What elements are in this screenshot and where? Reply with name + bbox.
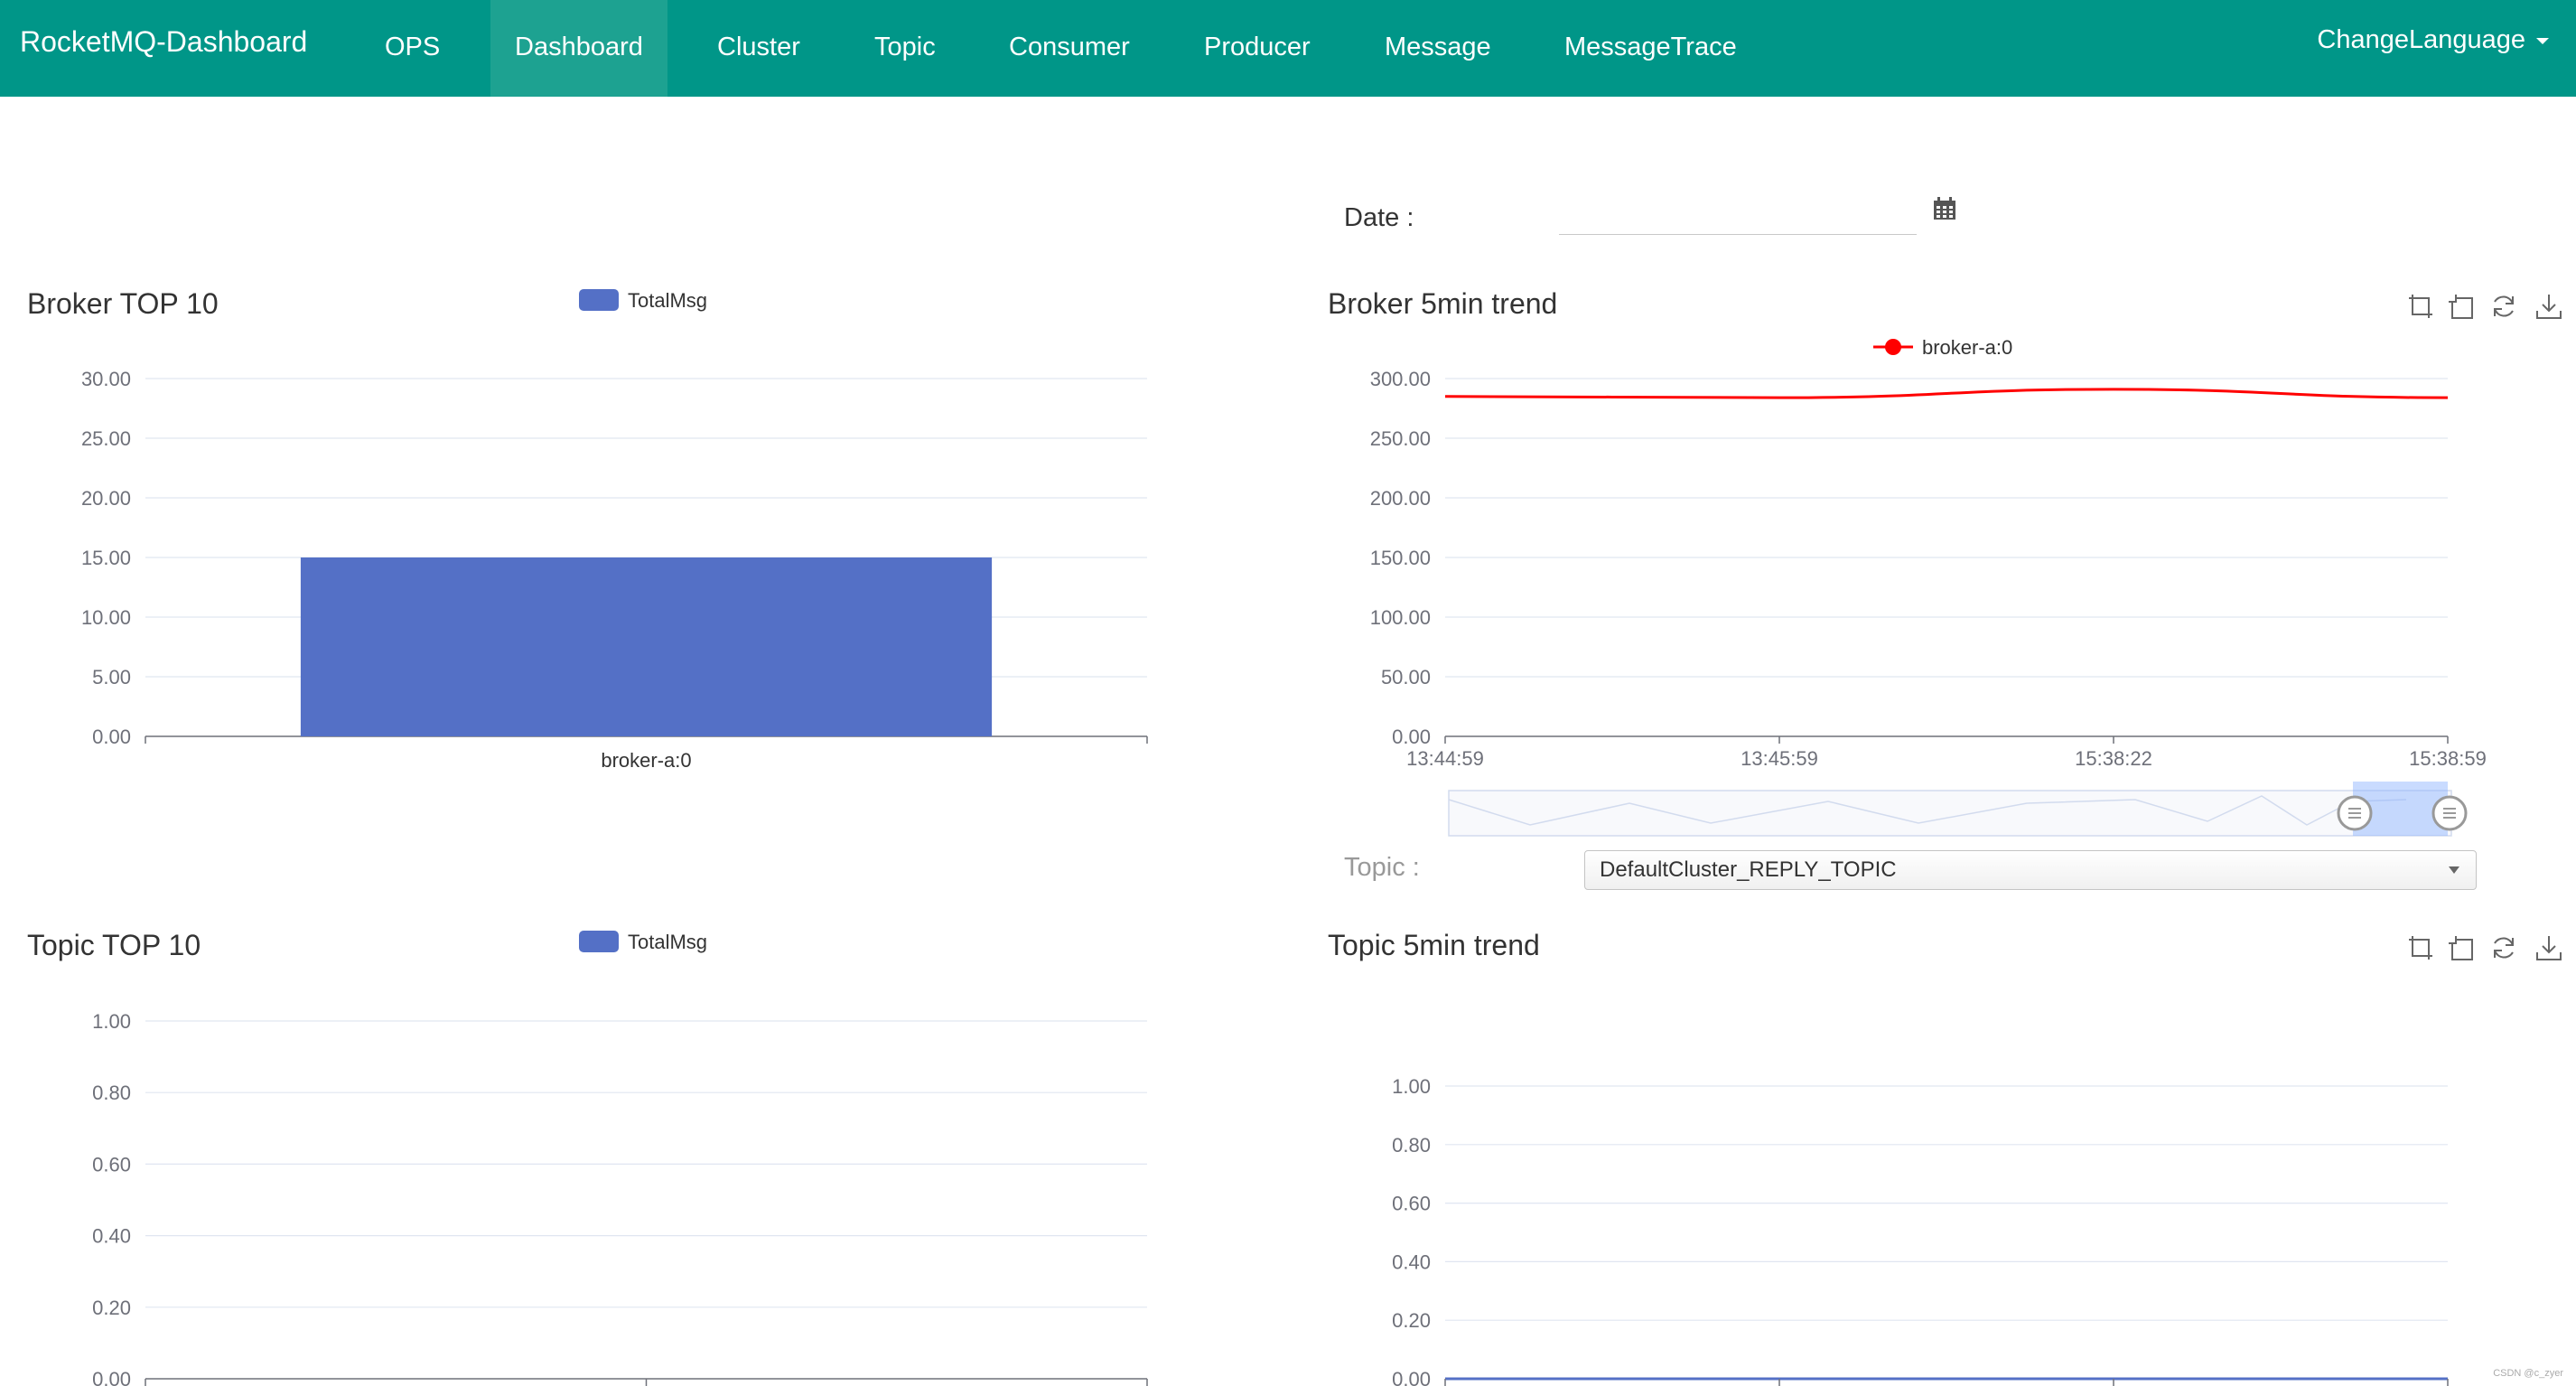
topic-select-value: DefaultCluster_REPLY_TOPIC	[1600, 857, 1897, 882]
y-tick-label: 50.00	[1381, 666, 1431, 688]
x-tick-label: 13:44:59	[1406, 747, 1484, 770]
topic-select[interactable]: DefaultCluster_REPLY_TOPIC	[1584, 850, 2477, 890]
legend-label: TotalMsg	[628, 289, 707, 312]
y-tick-label: 0.80	[92, 1082, 131, 1104]
caret-down-icon	[2536, 37, 2549, 44]
y-tick-label: 0.20	[1392, 1309, 1431, 1332]
zoom-reset-icon[interactable]	[2449, 934, 2476, 961]
y-tick-label: 0.60	[1392, 1193, 1431, 1215]
broker-top10-chart: TotalMsg 0.00 5.00 10.00 15.00 20.00 25.00 30.0…	[81, 289, 1148, 772]
change-language-label: ChangeLanguage	[2317, 25, 2525, 54]
x-tick-label: 15:38:59	[2409, 747, 2487, 770]
bar-broker-a:0	[300, 557, 993, 736]
y-tick-label: 15.00	[81, 547, 131, 569]
y-tick-label: 100.00	[1370, 606, 1431, 629]
legend-swatch	[579, 931, 619, 952]
y-tick-label: 0.40	[1392, 1250, 1431, 1273]
series-line-broker-a	[1444, 388, 2449, 399]
date-input[interactable]	[1559, 192, 1917, 235]
topic-trend-title: Topic 5min trend	[1328, 929, 1540, 961]
nav-topic[interactable]: Topic	[874, 33, 936, 61]
x-tick-label: 13:45:59	[1741, 747, 1818, 770]
x-tick-label: 15:38:22	[2075, 747, 2152, 770]
broker-trend-chart: broker-a:0 0.00 50.00 100.00 150.00 200.00 250…	[1370, 336, 2487, 837]
y-tick-label: 20.00	[81, 487, 131, 510]
y-tick-label: 0.00	[1392, 726, 1431, 748]
y-tick-label: 200.00	[1370, 487, 1431, 510]
broker-trend-title: Broker 5min trend	[1328, 287, 1558, 320]
y-tick-label: 0.60	[92, 1153, 131, 1175]
legend-marker	[1885, 339, 1901, 355]
nav-ops[interactable]: OPS	[385, 33, 441, 61]
top-navbar: RocketMQ-Dashboard OPS Dashboard Cluster…	[0, 0, 2576, 97]
y-tick-label: 0.00	[92, 1368, 131, 1386]
y-tick-label: 150.00	[1370, 547, 1431, 569]
topic-trend-chart: 0.00 0.20 0.40 0.60 0.80 1.00	[1392, 1075, 2449, 1386]
y-tick-label: 1.00	[92, 1010, 131, 1033]
y-tick-label: 5.00	[92, 666, 131, 688]
download-icon[interactable]	[2535, 934, 2562, 961]
restore-icon[interactable]	[2490, 934, 2517, 961]
y-tick-label: 0.20	[92, 1297, 131, 1319]
nav-cluster[interactable]: Cluster	[717, 33, 800, 61]
y-tick-label: 0.00	[1392, 1368, 1431, 1386]
chevron-down-icon	[2449, 866, 2459, 874]
calendar-icon[interactable]	[1933, 197, 1956, 220]
topic-label: Topic :	[1344, 853, 1420, 882]
y-tick-label: 10.00	[81, 606, 131, 629]
y-tick-label: 0.40	[92, 1225, 131, 1248]
y-tick-label: 0.80	[1392, 1134, 1431, 1157]
download-icon[interactable]	[2535, 293, 2562, 320]
broker-top10-title: Broker TOP 10	[27, 287, 219, 320]
y-tick-label: 250.00	[1370, 427, 1431, 450]
y-tick-label: 30.00	[81, 368, 131, 390]
watermark: CSDN @c_zyer	[2493, 1368, 2563, 1379]
data-zoom-track	[1448, 790, 2452, 837]
change-language-dropdown[interactable]: ChangeLanguage	[2317, 25, 2549, 55]
legend-swatch	[579, 289, 619, 311]
y-tick-label: 0.00	[92, 726, 131, 748]
x-tick-label: broker-a:0	[601, 749, 691, 772]
data-zoom-shadow	[1448, 795, 2407, 826]
nav-dashboard[interactable]: Dashboard	[490, 0, 667, 97]
legend-label: TotalMsg	[628, 931, 707, 953]
nav-message[interactable]: Message	[1385, 33, 1491, 61]
brand-logo[interactable]: RocketMQ-Dashboard	[20, 25, 308, 58]
topic-top10-title: Topic TOP 10	[27, 929, 201, 961]
zoom-select-icon[interactable]	[2407, 934, 2434, 961]
nav-producer[interactable]: Producer	[1204, 33, 1311, 61]
topic-top10-chart: TotalMsg 0.00 0.20 0.40 0.60 0.80 1.00	[92, 931, 1148, 1386]
nav-messagetrace[interactable]: MessageTrace	[1564, 33, 1737, 61]
date-label: Date :	[1344, 203, 1414, 232]
y-tick-label: 25.00	[81, 427, 131, 450]
nav-consumer[interactable]: Consumer	[1009, 33, 1130, 61]
zoom-select-icon[interactable]	[2407, 293, 2434, 320]
y-tick-label: 300.00	[1370, 368, 1431, 390]
data-zoom-handle-right[interactable]	[2431, 795, 2468, 831]
legend-label: broker-a:0	[1922, 336, 2012, 359]
y-tick-label: 1.00	[1392, 1075, 1431, 1098]
data-zoom-handle-left[interactable]	[2337, 795, 2373, 831]
zoom-reset-icon[interactable]	[2449, 293, 2476, 320]
restore-icon[interactable]	[2490, 293, 2517, 320]
